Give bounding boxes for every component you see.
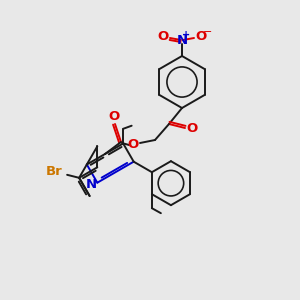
Text: +: + <box>182 30 190 40</box>
Text: O: O <box>195 29 207 43</box>
Text: O: O <box>158 29 169 43</box>
Text: O: O <box>108 110 120 124</box>
Text: N: N <box>86 178 97 191</box>
Text: O: O <box>186 122 198 134</box>
Text: N: N <box>176 34 188 47</box>
Text: O: O <box>128 139 139 152</box>
Text: Br: Br <box>46 165 62 178</box>
Text: −: − <box>203 27 213 37</box>
